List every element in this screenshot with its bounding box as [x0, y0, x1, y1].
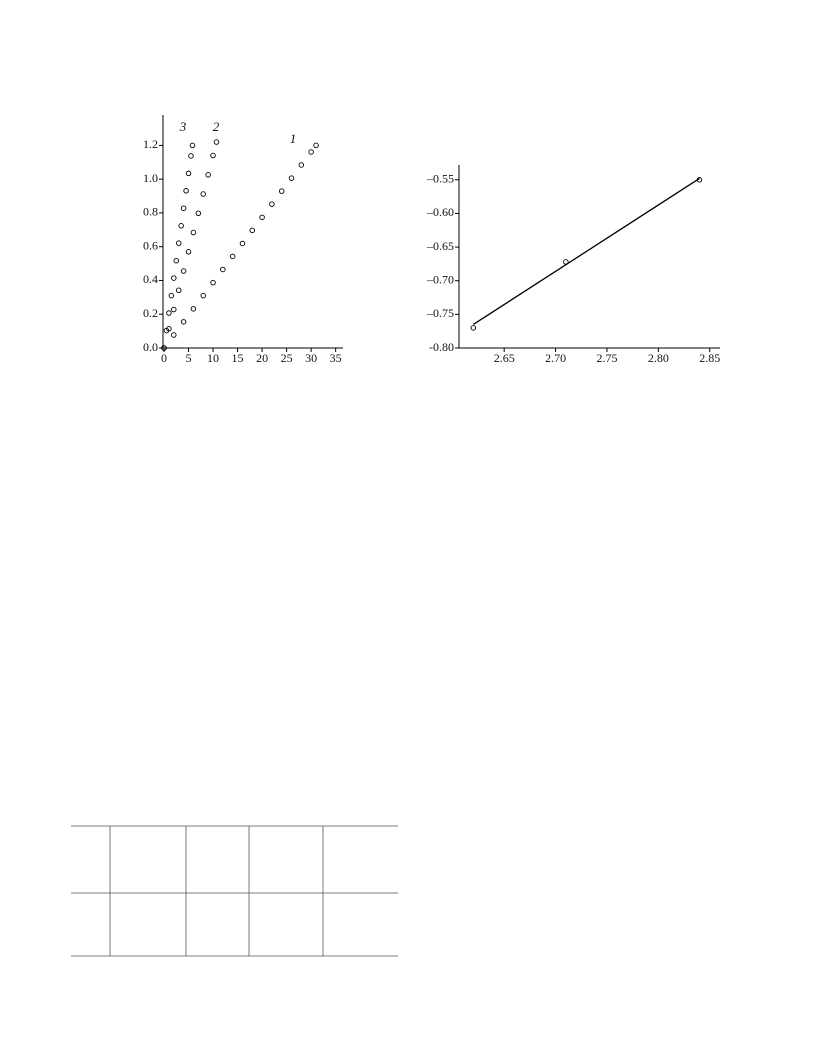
x-tick-label: 2.70	[545, 351, 566, 365]
x-tick-label: 35	[330, 351, 342, 365]
y-tick-label: –0.65	[426, 239, 454, 253]
point	[220, 266, 226, 273]
x-tick-label: 15	[232, 351, 244, 365]
point	[161, 345, 167, 351]
point	[229, 253, 236, 260]
empty-table	[71, 825, 398, 957]
series-label: 3	[179, 119, 187, 134]
point	[171, 332, 177, 338]
point	[166, 310, 172, 316]
y-tick-label: –0.75	[426, 306, 454, 320]
point	[171, 275, 177, 281]
point	[308, 149, 314, 155]
point	[189, 142, 196, 149]
x-tick-label: 5	[186, 351, 192, 365]
point	[205, 172, 211, 178]
point	[210, 152, 216, 159]
y-tick-label: –0.70	[426, 272, 454, 286]
point	[288, 175, 295, 181]
x-tick-label: 20	[256, 351, 268, 365]
point	[269, 201, 275, 207]
point	[195, 210, 202, 217]
point	[175, 240, 182, 246]
y-tick-label: 0.6	[143, 238, 158, 252]
y-tick-label: 1.2	[143, 137, 158, 151]
point	[168, 292, 175, 299]
point	[185, 170, 192, 177]
x-tick-label: 10	[207, 351, 219, 365]
y-tick-label: –0.60	[426, 205, 454, 219]
point	[696, 177, 703, 183]
point	[313, 142, 319, 149]
point	[563, 259, 569, 265]
series-label: 2	[213, 119, 220, 134]
y-tick-label: –0.55	[426, 172, 454, 186]
y-tick-label: -0.80	[429, 340, 454, 354]
point	[200, 191, 206, 197]
point	[239, 240, 246, 247]
point	[259, 214, 265, 221]
point	[173, 257, 180, 264]
y-tick-label: 1.0	[143, 171, 158, 185]
point	[188, 153, 194, 159]
point	[180, 205, 187, 211]
point	[163, 327, 170, 334]
point	[185, 249, 192, 255]
x-tick-label: 0	[161, 351, 167, 365]
x-tick-label: 2.85	[699, 351, 720, 365]
y-tick-label: 0.8	[143, 205, 158, 219]
point	[178, 223, 184, 229]
y-tick-label: 0.4	[143, 272, 158, 286]
y-tick-label: 0.0	[143, 340, 158, 354]
point	[190, 306, 197, 312]
point	[183, 188, 189, 194]
point	[470, 325, 477, 331]
x-tick-label: 30	[305, 351, 317, 365]
point	[175, 287, 182, 294]
point	[190, 229, 197, 236]
x-tick-label: 2.75	[596, 351, 617, 365]
point	[180, 268, 187, 274]
fit-line	[473, 177, 700, 325]
point	[180, 319, 187, 325]
x-tick-label: 25	[281, 351, 293, 365]
point	[278, 188, 285, 194]
x-tick-label: 2.65	[494, 351, 515, 365]
y-tick-label: 0.2	[143, 306, 158, 320]
point	[171, 306, 177, 313]
point	[210, 279, 216, 286]
point	[200, 292, 206, 299]
point	[213, 139, 220, 145]
series-label: 1	[290, 131, 297, 146]
x-tick-label: 2.80	[648, 351, 669, 365]
point	[249, 227, 256, 234]
point	[298, 162, 305, 168]
